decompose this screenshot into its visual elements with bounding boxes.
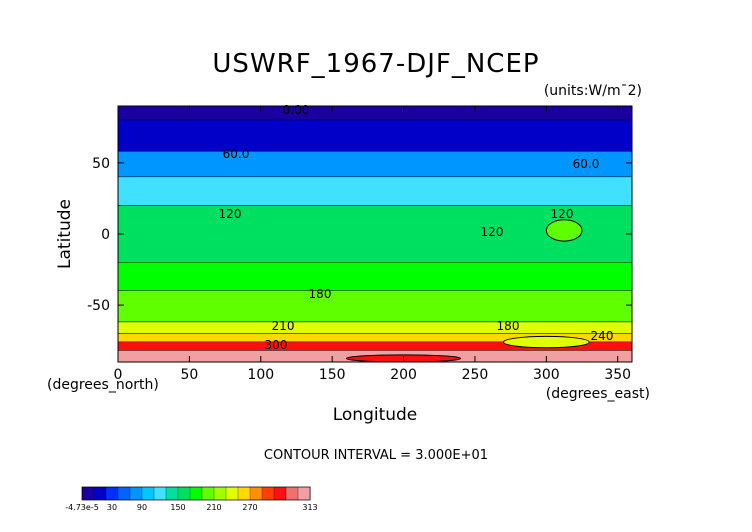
colorbar-tick-label: 30 [107, 503, 117, 512]
heatmap-band [118, 262, 632, 291]
colorbar-swatch [81, 486, 95, 501]
heatmap-band [118, 342, 632, 351]
contour-label: 120 [551, 207, 574, 221]
colorbar-swatch [213, 486, 227, 501]
colorbar-tick-label: 313 [302, 503, 317, 512]
plot-area [118, 106, 632, 362]
units-label: (units:W/m¯2) [544, 83, 642, 99]
heatmap-band [118, 177, 632, 206]
contour-label: 210 [272, 319, 295, 333]
contour-label: 300 [265, 338, 288, 352]
colorbar-tick-label: 150 [170, 503, 185, 512]
colorbar-swatch [225, 486, 239, 501]
chart-title: USWRF_1967-DJF_NCEP [212, 49, 539, 79]
contour-labels: 0.00 60.0 60.0 120 120 120 180 180 210 240 300 [219, 103, 614, 352]
contour-label: 120 [219, 207, 242, 221]
x-tick-label: 50 [180, 367, 198, 383]
y-tick-label: 50 [92, 156, 110, 172]
contour-label: 0.00 [283, 103, 310, 117]
colorbar-tick-label: 210 [206, 503, 221, 512]
contour-label: 240 [591, 329, 614, 343]
colorbar-swatch [165, 486, 179, 501]
colorbar-swatch [153, 486, 167, 501]
y-tick-label: -50 [87, 298, 110, 314]
x-tick-label: 300 [533, 367, 560, 383]
x-axis-ticks: 0 50 100 150 200 250 300 350 [114, 106, 631, 383]
colorbar-tick-label: 90 [137, 503, 147, 512]
heatmap-band [118, 151, 632, 178]
colorbar-swatch [189, 486, 203, 501]
heatmap-band [118, 333, 632, 343]
y-axis-ticks: 50 0 -50 [87, 156, 632, 314]
y-unit-note: (degrees_north) [47, 377, 159, 393]
heatmap-patch [502, 335, 590, 349]
colorbar-swatch [273, 486, 287, 501]
colorbar-swatch [141, 486, 155, 501]
heatmap-band [118, 106, 632, 121]
heatmap-band [118, 205, 632, 263]
colorbar-swatch [129, 486, 143, 501]
contour-label: 60.0 [573, 157, 600, 171]
x-tick-label: 0 [114, 367, 123, 383]
x-tick-label: 100 [247, 367, 274, 383]
contour-label: 60.0 [223, 147, 250, 161]
colorbar-swatch [93, 486, 107, 501]
colorbar-swatch [297, 486, 311, 501]
colorbar: -4.73e-5 30 90 150 210 270 313 [65, 486, 318, 512]
x-tick-label: 350 [604, 367, 631, 383]
colorbar-swatch [177, 486, 191, 501]
contour-interval: CONTOUR INTERVAL = 3.000E+01 [264, 448, 488, 463]
colorbar-tick-label: -4.73e-5 [65, 503, 99, 512]
colorbar-swatch [237, 486, 251, 501]
colorbar-swatch [261, 486, 275, 501]
colorbar-swatch [117, 486, 131, 501]
colorbar-frame [81, 486, 311, 501]
x-axis-label: Longitude [333, 405, 418, 425]
colorbar-swatch [105, 486, 119, 501]
heatmap-patch [545, 219, 583, 242]
x-tick-label: 200 [390, 367, 417, 383]
y-axis-label: Latitude [55, 199, 75, 269]
x-unit-note: (degrees_east) [546, 386, 650, 402]
heatmap-band [118, 290, 632, 323]
colorbar-tick-label: 270 [242, 503, 257, 512]
y-tick-label: 0 [101, 227, 110, 243]
x-tick-label: 150 [319, 367, 346, 383]
colorbar-swatch [285, 486, 299, 501]
contour-label: 180 [497, 319, 520, 333]
colorbar-swatch [249, 486, 263, 501]
colorbar-swatch [201, 486, 215, 501]
x-tick-label: 250 [462, 367, 489, 383]
contour-label: 120 [481, 225, 504, 239]
heatmap-band [118, 120, 632, 152]
contour-label: 180 [309, 287, 332, 301]
heatmap-band [118, 322, 632, 334]
